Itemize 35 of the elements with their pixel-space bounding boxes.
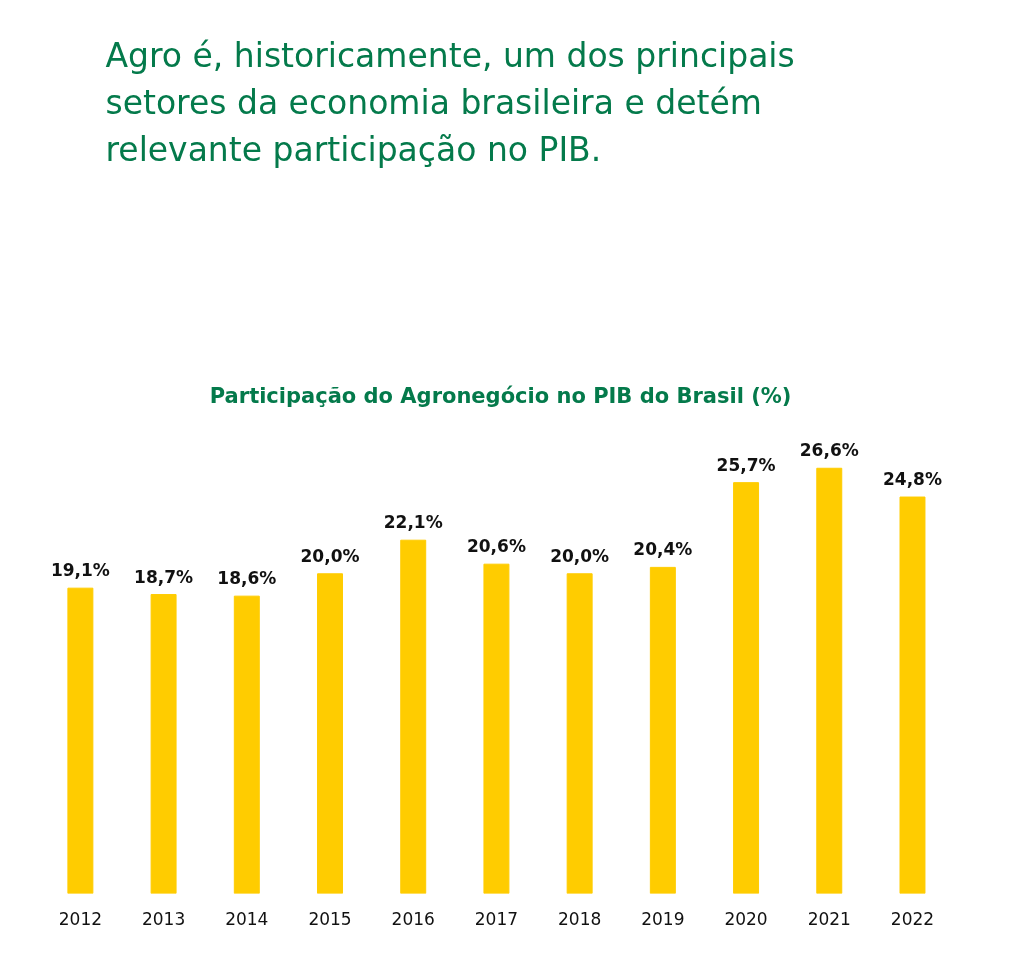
- data-label: 22,1%: [383, 512, 443, 533]
- bar: [233, 595, 260, 894]
- x-tick-label: 2016: [391, 908, 435, 929]
- text: Agro é, historicamente, um dos principais setores da economia brasileira e detém relevante participação no PIB.: [105, 36, 795, 169]
- data-label: 20,6%: [466, 536, 526, 557]
- bar: [67, 587, 94, 894]
- x-tick-label: 2021: [807, 908, 851, 929]
- x-tick-label: 2017: [474, 908, 519, 929]
- x-tick-label: 2012: [58, 908, 103, 929]
- x-tick-label: 2014: [225, 908, 269, 929]
- data-label: 26,6%: [799, 440, 859, 461]
- data-label: 19,1%: [50, 560, 110, 581]
- bar: [400, 539, 427, 894]
- bar: [733, 482, 760, 894]
- bar: [566, 573, 593, 894]
- x-tick-label: 2019: [641, 908, 685, 929]
- x-tick-label: 2018: [558, 908, 602, 929]
- bar: [317, 573, 343, 894]
- bar: [150, 594, 177, 894]
- data-label: 24,8%: [883, 469, 942, 490]
- data-label: 18,7%: [134, 566, 194, 587]
- data-label: 20,0%: [550, 545, 610, 566]
- bar: [899, 496, 926, 894]
- bar: [816, 467, 843, 894]
- x-tick-label: 2015: [308, 908, 352, 929]
- x-tick-label: 2022: [890, 908, 935, 929]
- data-label: 20,4%: [633, 539, 693, 560]
- data-label: 20,0%: [300, 545, 360, 566]
- x-tick-label: 2020: [724, 908, 768, 929]
- chart-title: Participação do Agronegócio no PIB do Brasil (%): [209, 383, 792, 408]
- bar: [649, 566, 676, 894]
- data-label: 25,7%: [716, 454, 776, 475]
- data-label: 18,6%: [217, 568, 277, 589]
- x-tick-label: 2013: [141, 908, 186, 929]
- bar: [483, 563, 510, 894]
